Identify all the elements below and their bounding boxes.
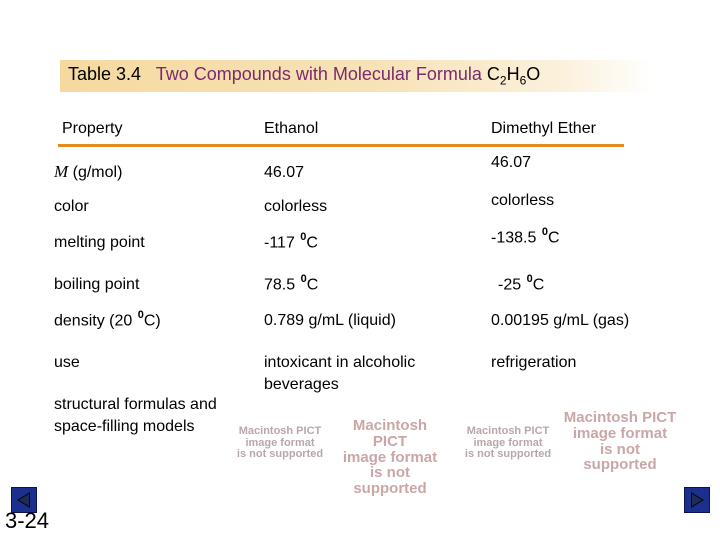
row-use-ethanol: intoxicant in alcoholic beverages <box>264 354 416 393</box>
triangle-right-icon <box>691 492 704 508</box>
ethanol-space-filling-image: Macintosh PICT image format is not support… <box>342 417 438 497</box>
row-density-ethanol: 0.789 g/mL (liquid) <box>264 312 396 329</box>
table-title: Table 3.4 Two Compounds with Molecular F… <box>68 64 540 88</box>
previous-slide-button[interactable] <box>11 487 37 513</box>
row-molar-mass-ethanol: 46.07 <box>264 164 305 181</box>
page-number: 3-24 <box>5 508 50 533</box>
row-melting-label: melting point <box>54 234 145 251</box>
row-molar-mass-label: M (g/mol) <box>54 162 123 181</box>
row-use-label: use <box>54 354 80 371</box>
ether-space-filling-image: Macintosh PICT image format is not support… <box>563 409 677 474</box>
ether-structural-formula-image: Macintosh PICT image format is not support… <box>464 425 552 461</box>
row-molar-mass-ether: 46.07 <box>491 154 532 171</box>
column-header-ethanol: Ethanol <box>264 120 319 137</box>
table-number: Table 3.4 <box>68 64 142 84</box>
next-slide-button[interactable] <box>684 487 710 513</box>
row-density-ether: 0.00195 g/mL (gas) <box>491 312 630 329</box>
triangle-left-icon <box>17 492 30 508</box>
header-divider <box>58 144 624 147</box>
title-bar <box>60 60 652 92</box>
row-boiling-ethanol: 78.5 0C <box>264 273 319 294</box>
row-boiling-ether: -25 0C <box>498 273 545 294</box>
molecular-formula: C2H6O <box>486 64 541 88</box>
row-melting-ether: -138.5 0C <box>491 226 560 247</box>
row-melting-ethanol: -117 0C <box>264 231 318 252</box>
row-use-ether: refrigeration <box>491 354 577 371</box>
ethanol-structural-formula-image: Macintosh PICT image format is not support… <box>236 425 324 461</box>
row-boiling-label: boiling point <box>54 276 140 293</box>
column-header-ether: Dimethyl Ether <box>491 120 596 137</box>
column-header-property: Property <box>62 120 123 137</box>
row-color-ethanol: colorless <box>264 198 328 215</box>
row-structural-label: structural formulas and space-filling mo… <box>54 396 217 435</box>
row-density-label: density (20 0C) <box>54 309 161 330</box>
table-name: Two Compounds with Molecular Formula <box>155 64 482 84</box>
row-color-label: color <box>54 198 89 215</box>
row-color-ether: colorless <box>491 192 555 209</box>
